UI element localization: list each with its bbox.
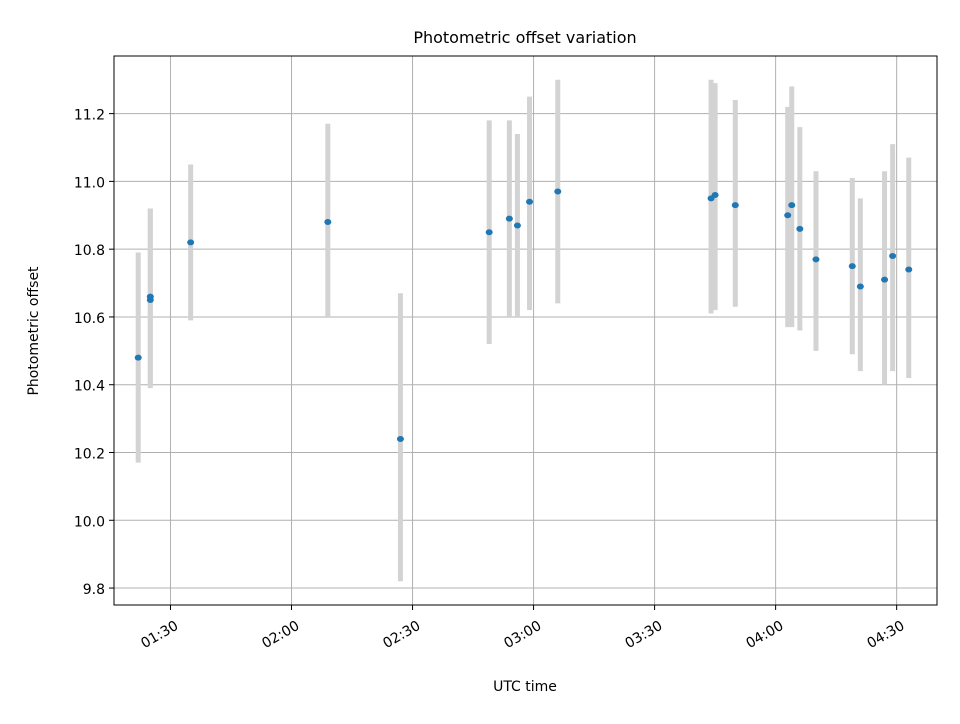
data-point	[796, 225, 804, 232]
y-tick-label: 10.6	[74, 311, 105, 327]
data-point	[134, 354, 142, 361]
data-point	[554, 188, 562, 195]
data-point	[731, 202, 739, 209]
y-tick-label: 10.2	[74, 447, 105, 463]
data-point	[905, 266, 913, 273]
y-axis: 9.8 10.0 10.2 10.4 10.6 10.8 11.0 11.2	[74, 108, 114, 598]
chart-title: Photometric offset variation	[413, 28, 636, 47]
y-tick-label: 9.8	[83, 582, 105, 598]
data-point	[187, 239, 195, 246]
y-tick-label: 10.8	[74, 243, 105, 259]
y-tick-label: 10.4	[74, 379, 105, 395]
y-tick-label: 11.0	[74, 175, 105, 191]
data-points	[134, 188, 913, 442]
data-point	[711, 191, 719, 198]
data-point	[485, 229, 493, 236]
data-point	[848, 263, 856, 270]
y-tick-label: 10.0	[74, 514, 105, 530]
x-axis-label: UTC time	[493, 679, 557, 695]
data-point	[881, 276, 889, 283]
data-point	[396, 435, 404, 442]
y-tick-label: 11.2	[74, 108, 105, 124]
data-point	[526, 198, 534, 205]
data-point	[513, 222, 521, 229]
grid	[114, 56, 937, 605]
data-point	[788, 202, 796, 209]
data-point	[505, 215, 513, 222]
y-axis-label: Photometric offset	[26, 266, 42, 396]
data-point	[324, 219, 332, 226]
data-point	[856, 283, 864, 290]
plot-area-border	[113, 55, 938, 606]
data-point	[812, 256, 820, 263]
data-point	[784, 212, 792, 219]
data-point	[889, 252, 897, 259]
data-point	[146, 293, 154, 300]
